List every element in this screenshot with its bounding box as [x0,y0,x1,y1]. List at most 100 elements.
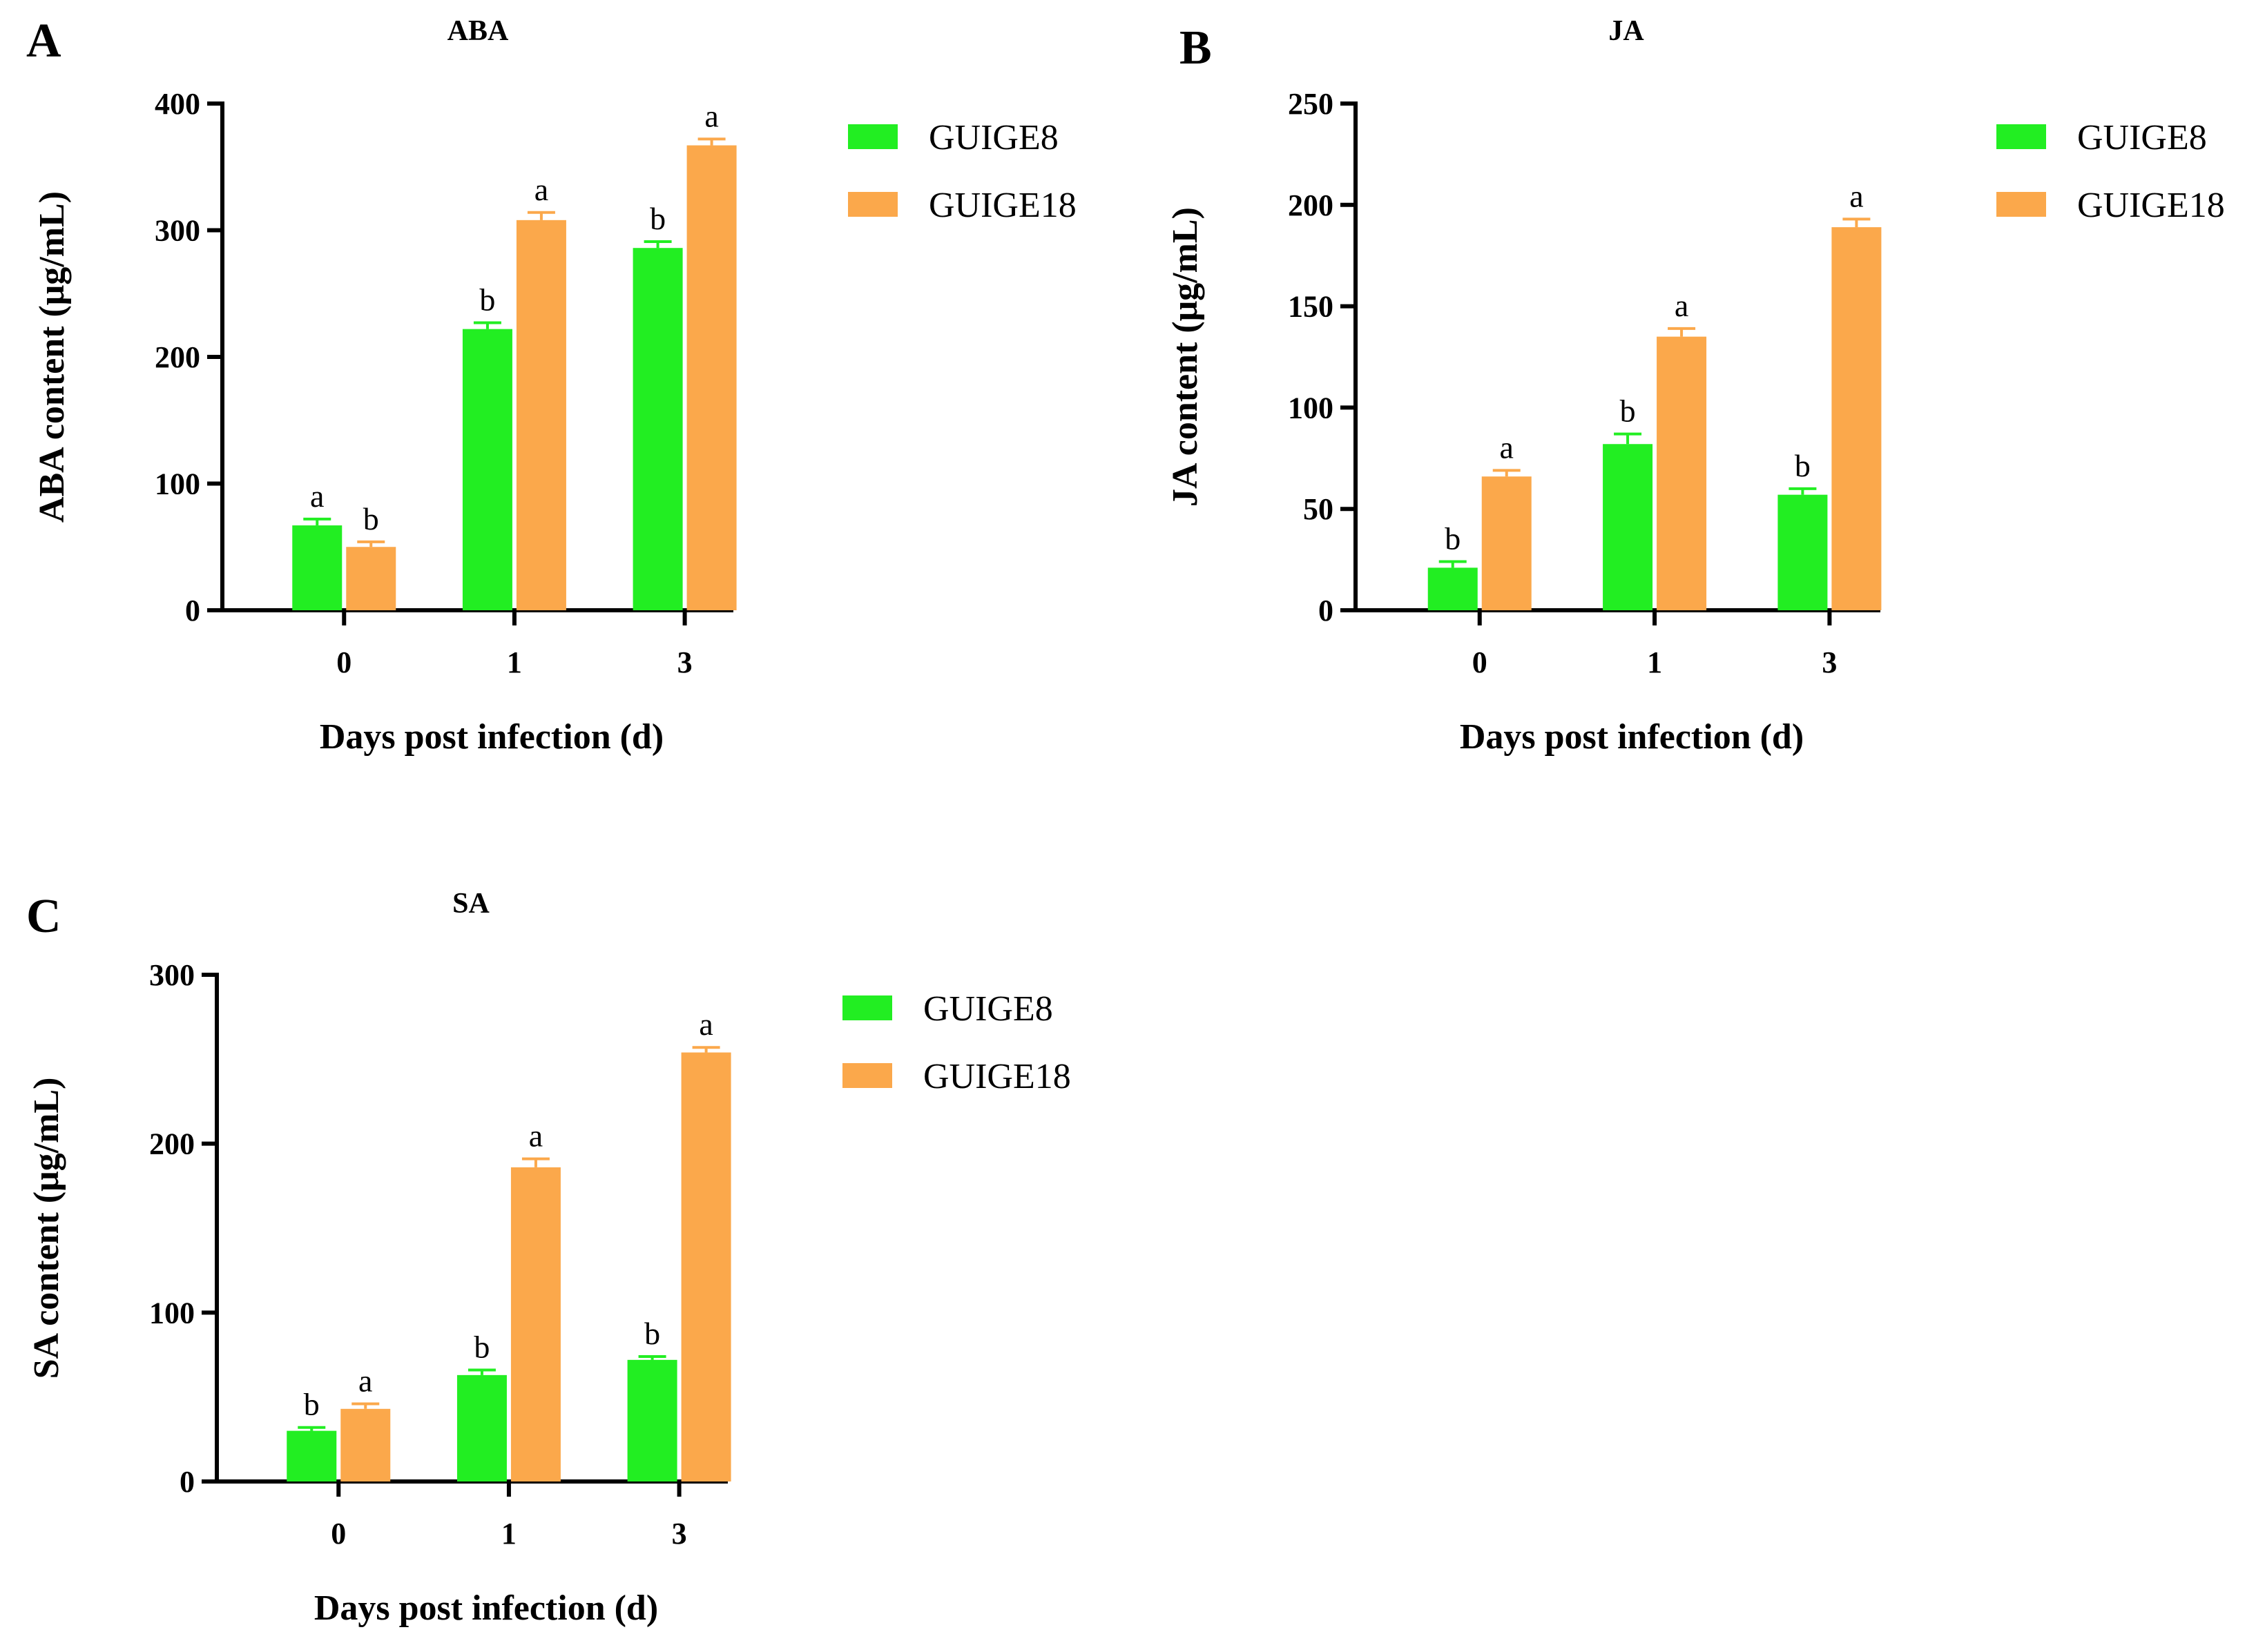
y-tick-label: 150 [1288,290,1333,324]
bar-guige8 [462,329,512,610]
legend-swatch-guige18 [1996,192,2046,217]
bar-guige8 [1603,444,1653,610]
y-tick-label: 100 [149,1296,195,1330]
y-axis-label: ABA content (μg/mL) [32,191,72,523]
chart-title: ABA [447,15,509,47]
y-tick-label: 0 [180,1465,195,1499]
panel-letter: B [1179,21,1212,75]
error-bar [298,1426,326,1431]
error-bar [692,1046,720,1053]
error-bar [357,540,385,547]
significance-letter: b [1445,521,1461,556]
y-tick-label: 0 [1318,594,1333,628]
significance-letter: a [1849,178,1863,213]
bar-guige18 [1831,227,1882,610]
significance-letter: a [1675,288,1688,323]
x-tick-label: 3 [1822,645,1837,679]
legend: GUIGE8 GUIGE18 [842,989,1071,1096]
significance-letter: a [358,1363,372,1398]
y-tick-label: 0 [185,594,200,628]
significance-letter: b [479,282,495,317]
x-tick-label: 0 [331,1517,346,1551]
legend-label: GUIGE18 [2077,186,2225,225]
x-tick-label: 0 [336,645,351,679]
x-tick-label: 1 [501,1517,517,1551]
legend-swatch-guige8 [842,995,892,1020]
error-bar [1842,217,1871,228]
legend-swatch-guige8 [848,124,898,149]
legend-label: GUIGE8 [2077,118,2207,157]
bar-guige18 [510,1167,561,1481]
significance-letter: b [474,1330,490,1365]
significance-letter: a [1500,429,1514,465]
error-bar [521,1157,550,1167]
y-tick-label: 250 [1288,87,1333,121]
legend-swatch-guige18 [842,1063,892,1088]
error-bar [644,240,672,249]
panel-letter: C [26,890,61,943]
legend-label: GUIGE8 [929,118,1059,157]
x-tick-label: 3 [677,645,693,679]
chart-panel-c: C SA 0 100 200 300 0 b a 1 b a 3 b a Days post infectio… [26,888,1071,1628]
chart-title: SA [452,888,490,920]
y-tick-label: 300 [155,214,200,248]
significance-letter: b [1620,393,1636,429]
significance-letter: a [310,478,324,514]
chart-title: JA [1608,15,1644,47]
error-bar [527,211,555,220]
chart-panel-b: B JA 0 50 100 150 200 250 0 b a 1 b a 3 b a Days post inf… [1166,15,2225,757]
bar-guige8 [1427,567,1478,610]
legend: GUIGE8 GUIGE18 [1996,118,2225,225]
bar-guige18 [1657,336,1707,610]
error-bar [351,1402,380,1409]
significance-letter: a [529,1118,543,1154]
significance-letter: b [363,501,379,536]
error-bar [1668,327,1696,337]
significance-letter: b [644,1316,660,1351]
x-tick-label: 3 [672,1517,687,1551]
legend-label: GUIGE18 [923,1057,1071,1096]
x-axis-label: Days post infection (d) [1460,717,1804,757]
x-axis-label: Days post infection (d) [314,1588,658,1628]
error-bar [473,321,501,329]
significance-letter: b [1795,448,1811,483]
y-axis-label: JA content (μg/mL) [1166,207,1205,507]
bar-guige8 [292,525,343,610]
legend: GUIGE8 GUIGE18 [848,118,1077,225]
bar-guige8 [287,1430,337,1481]
bar-guige18 [681,1052,731,1481]
bar-guige18 [516,220,566,610]
error-bar [697,137,726,146]
bar-guige18 [340,1408,391,1481]
y-tick-label: 300 [149,958,195,992]
x-tick-label: 1 [507,645,522,679]
y-axis-label: SA content (μg/mL) [27,1078,66,1379]
legend-swatch-guige18 [848,192,898,217]
chart-panel-a: A ABA 0 100 200 300 400 0 a b 1 b a 3 b a Days post infe… [26,14,1077,757]
error-bar [303,517,331,526]
error-bar [1492,469,1521,477]
x-tick-label: 0 [1472,645,1487,679]
panel-letter: A [26,14,61,68]
significance-letter: a [699,1007,713,1042]
y-tick-label: 200 [149,1127,195,1161]
y-tick-label: 400 [155,87,200,121]
significance-letter: b [650,201,666,236]
y-tick-label: 50 [1303,492,1333,526]
significance-letter: a [534,172,548,207]
bar-guige18 [346,547,396,610]
bar-guige18 [1481,476,1532,610]
bar-guige8 [627,1359,677,1481]
bar-guige8 [456,1374,507,1481]
significance-letter: a [704,98,718,133]
bar-guige18 [686,145,737,610]
bar-guige8 [633,248,683,610]
error-bar [1614,432,1642,445]
y-tick-label: 100 [155,467,200,501]
legend-swatch-guige8 [1996,124,2046,149]
x-tick-label: 1 [1647,645,1662,679]
error-bar [1789,487,1817,495]
y-tick-label: 100 [1288,391,1333,425]
error-bar [638,1354,666,1360]
